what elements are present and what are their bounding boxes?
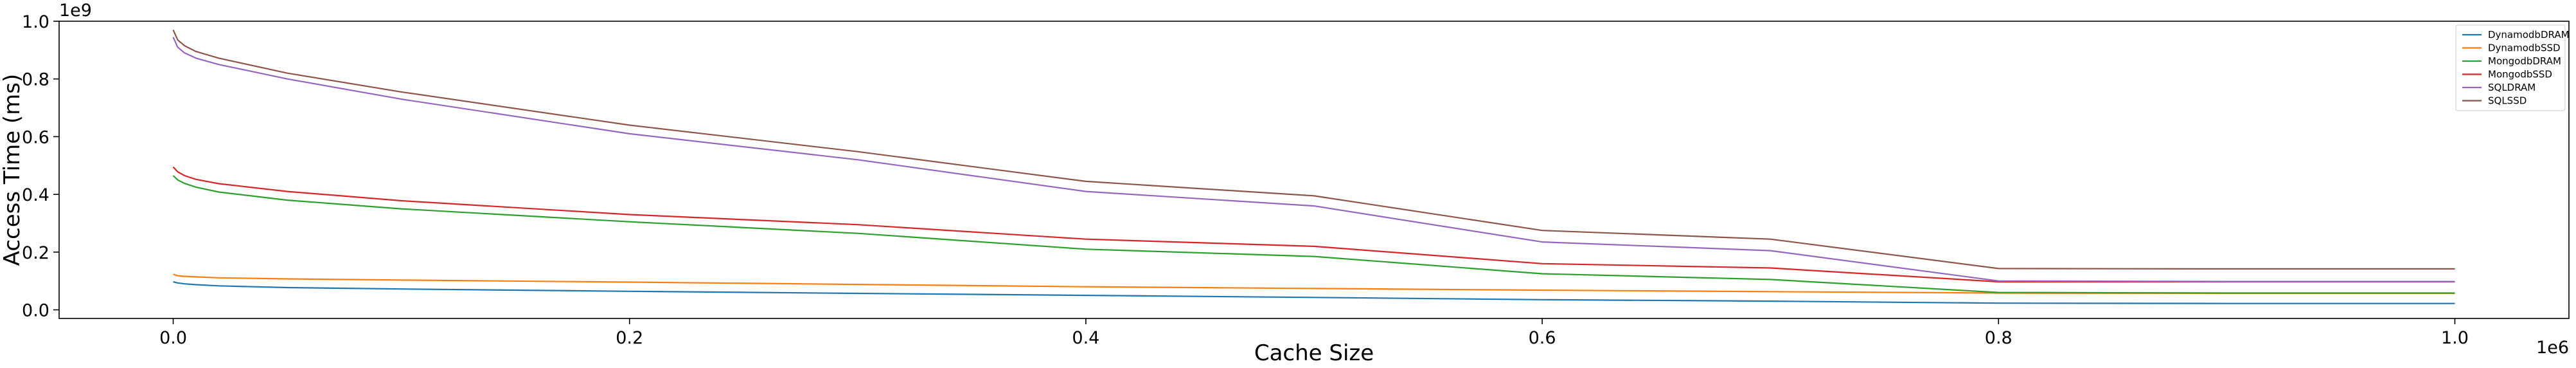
legend-label: DynamodbSSD — [2488, 42, 2561, 54]
y-tick-label: 0.8 — [22, 70, 49, 90]
y-tick-label: 0.4 — [22, 185, 49, 205]
y-tick-label: 1.0 — [22, 12, 49, 32]
series-line-sqlssd — [172, 30, 2455, 270]
legend-label: MongodbSSD — [2488, 69, 2552, 80]
series-line-dynamodbdram — [173, 281, 2455, 304]
y-tick-label: 0.0 — [22, 301, 49, 321]
x-tick-label: 0.0 — [159, 328, 187, 348]
legend-label: SQLDRAM — [2488, 82, 2536, 93]
x-tick-label: 0.8 — [1985, 328, 2012, 348]
series-line-dynamodbssd — [173, 273, 2455, 295]
y-tick-label: 0.2 — [22, 243, 49, 263]
x-axis-label: Cache Size — [1254, 340, 1374, 366]
legend-box — [2455, 24, 2566, 111]
plot-frame — [58, 21, 2570, 319]
x-tick-label: 0.2 — [616, 328, 643, 348]
series-line-mongodbdram — [172, 175, 2455, 294]
series-line-mongodbssd — [172, 166, 2455, 283]
y-axis-label: Access Time (ms) — [0, 74, 25, 266]
x-tick-label: 0.4 — [1072, 328, 1099, 348]
x-tick-label: 0.6 — [1529, 328, 1556, 348]
y-tick-label: 0.6 — [22, 127, 49, 147]
x-axis-ticks: 0.0 0.2 0.4 0.6 0.8 1.0 — [159, 318, 2469, 348]
legend-label: DynamodbDRAM — [2488, 29, 2570, 41]
y-axis-ticks: 0.0 0.2 0.4 0.6 0.8 1.0 — [22, 12, 59, 321]
x-tick-label: 1.0 — [2441, 328, 2469, 348]
legend-label: MongodbDRAM — [2488, 55, 2561, 67]
x-axis-offset-text: 1e6 — [2536, 338, 2569, 358]
series-line-sqldram — [172, 37, 2455, 282]
series-layer — [172, 30, 2455, 304]
y-axis-offset-text: 1e9 — [59, 1, 92, 21]
legend-label: SQLSSD — [2488, 95, 2527, 107]
